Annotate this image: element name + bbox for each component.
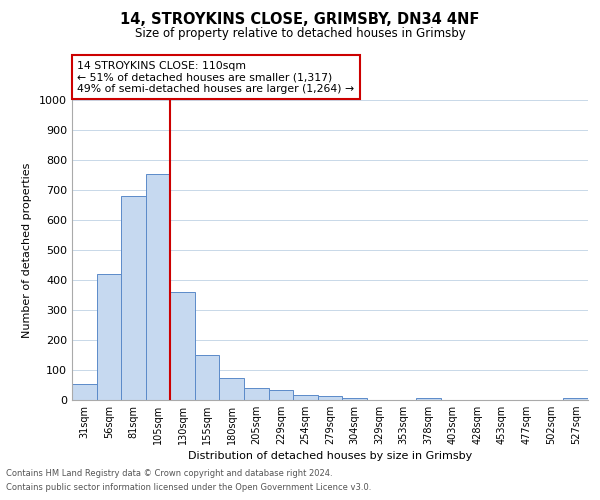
Y-axis label: Number of detached properties: Number of detached properties (22, 162, 32, 338)
Bar (416, 398, 440, 400)
Text: Size of property relative to detached houses in Grimsby: Size of property relative to detached ho… (134, 28, 466, 40)
Text: 14, STROYKINS CLOSE, GRIMSBY, DN34 4NF: 14, STROYKINS CLOSE, GRIMSBY, DN34 4NF (121, 12, 479, 28)
Bar (293, 394, 318, 400)
Bar (342, 398, 367, 400)
Bar (563, 398, 588, 400)
Bar (97, 274, 121, 400)
Bar (72, 384, 97, 400)
Bar (121, 196, 146, 400)
Bar (318, 396, 342, 400)
Text: 14 STROYKINS CLOSE: 110sqm
← 51% of detached houses are smaller (1,317)
49% of s: 14 STROYKINS CLOSE: 110sqm ← 51% of deta… (77, 61, 354, 94)
Bar (220, 378, 244, 400)
Text: Contains public sector information licensed under the Open Government Licence v3: Contains public sector information licen… (6, 484, 371, 492)
Bar (170, 292, 195, 400)
Bar (195, 355, 220, 400)
Text: Contains HM Land Registry data © Crown copyright and database right 2024.: Contains HM Land Registry data © Crown c… (6, 468, 332, 477)
X-axis label: Distribution of detached houses by size in Grimsby: Distribution of detached houses by size … (188, 452, 472, 462)
Bar (146, 174, 170, 400)
Bar (269, 390, 293, 400)
Bar (244, 388, 269, 400)
